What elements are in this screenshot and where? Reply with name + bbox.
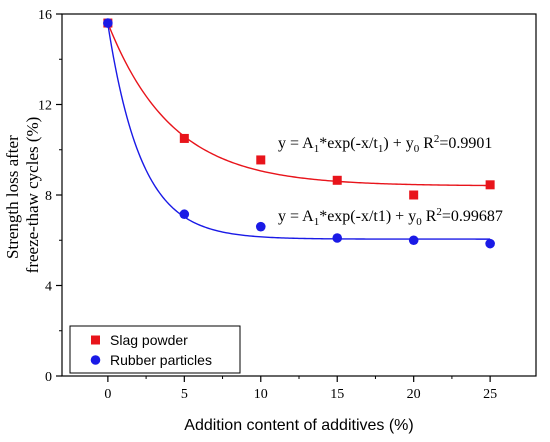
y-axis-label-line-1: Strength loss after xyxy=(3,135,22,259)
equation-part: y = A xyxy=(278,208,314,225)
equation-part: 1 xyxy=(314,216,320,228)
equation-part: y = A xyxy=(278,135,314,152)
y-tick-label: 12 xyxy=(38,99,52,114)
fit-equation: y = A1*exp(-x/t1) + y0 R2=0.99687 xyxy=(278,206,503,228)
y-axis-label: Strength loss after freeze-thaw cycles (… xyxy=(3,117,42,274)
equation-part: ) + y xyxy=(383,135,413,152)
x-tick-label: 20 xyxy=(407,387,421,402)
data-point-square xyxy=(332,175,342,185)
legend-label: Rubber particles xyxy=(110,352,212,368)
legend-label: Slag powder xyxy=(110,332,188,348)
equation-part: 0 xyxy=(414,143,420,155)
x-tick-label: 5 xyxy=(181,387,188,402)
equation-part: 0 xyxy=(416,216,422,228)
x-tick-label: 10 xyxy=(254,387,268,402)
equation-part: R xyxy=(419,135,434,152)
data-point-circle xyxy=(255,221,266,232)
data-point-circle xyxy=(332,233,343,243)
x-tick-label: 25 xyxy=(483,387,497,402)
equation-part: =0.9901 xyxy=(439,135,492,152)
x-axis-label: Addition content of additives (%) xyxy=(184,417,413,434)
equation-part: R xyxy=(422,208,437,225)
legend: Slag powder Rubber particles xyxy=(69,325,241,374)
fit-curve xyxy=(107,24,491,240)
fit-curve xyxy=(107,22,491,187)
legend-box xyxy=(69,325,241,374)
plot-frame xyxy=(61,13,537,377)
equation-part: =0.99687 xyxy=(442,208,503,225)
equation-part: 1 xyxy=(314,143,320,155)
y-axis-label-line-2: freeze-thaw cycles (%) xyxy=(23,117,42,274)
equation-part: 1 xyxy=(378,143,384,155)
data-point-square xyxy=(409,190,419,200)
data-point-circle xyxy=(408,235,419,246)
data-point-square xyxy=(256,155,266,165)
equation-part: 2 xyxy=(436,206,442,218)
data-point-square xyxy=(485,180,495,190)
equation-part: *exp(-x/t1) + y xyxy=(319,208,416,225)
legend-swatch-circle xyxy=(90,355,101,365)
y-tick-label: 0 xyxy=(45,370,52,385)
legend-swatch-square xyxy=(91,335,100,345)
y-tick-label: 8 xyxy=(45,189,52,204)
equation-part: 2 xyxy=(434,133,440,145)
data-point-circle xyxy=(485,238,495,249)
fit-equation: y = A1*exp(-x/t1) + y0 R2=0.9901 xyxy=(278,133,492,155)
equation-part: *exp(-x/t xyxy=(319,135,378,152)
fit-curves xyxy=(107,22,491,240)
data-marks xyxy=(103,18,495,249)
x-tick-label: 0 xyxy=(104,387,111,402)
data-point-square xyxy=(179,133,189,143)
data-point-circle xyxy=(179,209,190,220)
y-tick-label: 16 xyxy=(38,8,52,23)
x-tick-label: 15 xyxy=(330,387,344,402)
data-point-circle xyxy=(103,18,113,28)
y-tick-label: 4 xyxy=(45,280,52,295)
